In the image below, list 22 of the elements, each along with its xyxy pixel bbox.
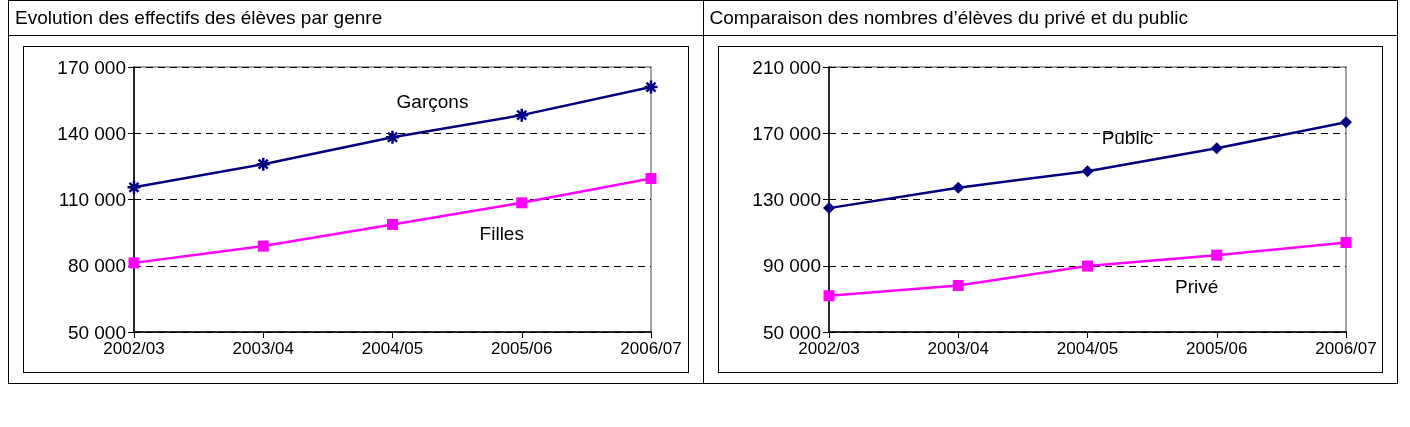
series-label: Public bbox=[1101, 127, 1153, 149]
y-tick-label: 170 000 bbox=[751, 122, 821, 144]
x-tick-label: 2005/06 bbox=[1185, 339, 1247, 358]
x-tick-label: 2005/06 bbox=[491, 339, 553, 358]
series-label: Filles bbox=[479, 223, 524, 245]
y-tick-label: 170 000 bbox=[57, 56, 126, 78]
y-tick-label: 80 000 bbox=[67, 255, 126, 277]
x-tick-label: 2003/04 bbox=[927, 339, 989, 358]
y-tick-label: 90 000 bbox=[762, 255, 821, 277]
y-tick-label: 130 000 bbox=[751, 189, 821, 210]
x-tick-label: 2003/04 bbox=[232, 339, 294, 358]
x-tick-label: 2004/05 bbox=[361, 339, 424, 358]
series-label: Garçons bbox=[396, 91, 469, 113]
chart-title: Evolution des effectifs des élèves par genre bbox=[9, 1, 703, 36]
y-tick-label: 140 000 bbox=[57, 122, 126, 144]
x-tick-label: 2004/05 bbox=[1056, 339, 1118, 358]
y-tick-label: 210 000 bbox=[751, 56, 821, 78]
series-label: Privé bbox=[1174, 275, 1218, 297]
x-tick-label: 2006/07 bbox=[620, 339, 682, 358]
y-tick-label: 110 000 bbox=[58, 189, 126, 210]
x-tick-label: 2006/07 bbox=[1314, 339, 1377, 358]
chart-title: Comparaison des nombres d’élèves du privé et du public bbox=[703, 1, 1397, 36]
